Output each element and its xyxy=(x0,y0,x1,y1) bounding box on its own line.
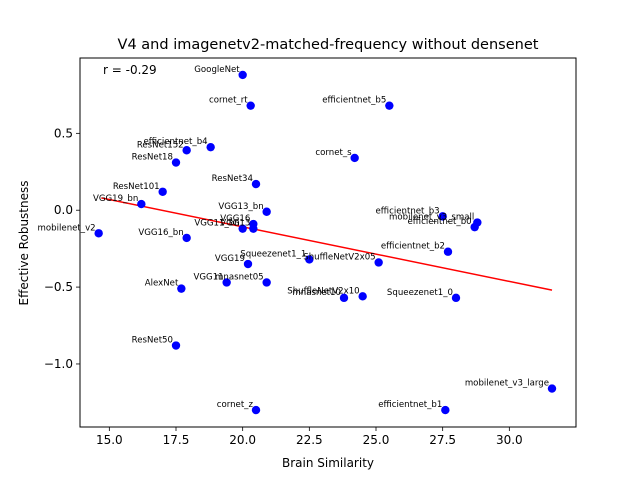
x-tick-label: 30.0 xyxy=(496,433,523,447)
point-label: efficientnet_b0 xyxy=(408,217,472,227)
point-label: mobilenet_v3_small xyxy=(389,213,474,223)
y-tick-label: 0.0 xyxy=(54,203,73,217)
data-point xyxy=(251,179,261,189)
point-label: GoogleNet xyxy=(194,65,240,75)
point-label: efficientnet_b4 xyxy=(144,137,208,147)
point-label: efficientnet_b2 xyxy=(381,242,445,252)
data-point xyxy=(246,101,255,110)
point-labels-layer: GoogleNet cornet_rt efficientnet_b5efficie… xyxy=(38,65,549,410)
y-tick-label: −0.5 xyxy=(44,280,73,294)
data-point xyxy=(470,222,479,232)
y-axis: −1.0 −0.5 0.0 0.5 xyxy=(44,126,80,371)
point-label: efficientnet_b3 xyxy=(376,206,440,216)
point-label: VGG19_bn xyxy=(93,194,138,204)
x-axis-label: Brain Similarity xyxy=(282,456,374,470)
point-label: mnasnet10 xyxy=(292,288,341,298)
data-point xyxy=(249,224,258,233)
data-point xyxy=(171,158,181,167)
point-label: VGG16_bn xyxy=(138,228,183,238)
x-tick-label: 27.5 xyxy=(429,433,456,447)
data-point xyxy=(547,384,557,393)
x-tick-label: 17.5 xyxy=(163,433,190,447)
point-label: AlexNet xyxy=(145,279,179,289)
data-point xyxy=(182,146,191,155)
point-label: mobilenet_v3_large xyxy=(465,379,549,389)
point-label: ResNet34 xyxy=(212,174,253,184)
data-point xyxy=(438,212,447,221)
data-point xyxy=(182,233,191,243)
plot-frame xyxy=(79,57,577,428)
y-tick-label: −1.0 xyxy=(44,357,73,371)
data-point xyxy=(358,292,367,301)
point-label: efficientnet_b5 xyxy=(322,96,386,106)
data-point xyxy=(238,224,247,233)
point-label: VGG11 xyxy=(194,272,224,282)
data-point xyxy=(251,405,261,415)
data-point xyxy=(94,229,103,238)
x-axis: 15.0 17.5 20.0 22.5 25.0 27.5 30.0 xyxy=(96,427,523,447)
plot-area xyxy=(79,57,577,428)
y-tick-label: 0.5 xyxy=(54,126,73,140)
point-label: ResNet18 xyxy=(132,153,173,163)
data-point xyxy=(443,247,453,256)
point-label: ResNet101 xyxy=(113,182,160,192)
point-label: VGG16 xyxy=(220,214,250,224)
data-point xyxy=(177,284,186,293)
chart-title: V4 and imagenetv2-matched-frequency with… xyxy=(118,37,539,53)
points-layer xyxy=(94,70,557,415)
point-label: Squeezenet1_0 xyxy=(387,288,453,298)
point-label: cornet_s xyxy=(315,148,352,158)
data-point xyxy=(441,405,450,415)
y-axis-label: Effective Robustness xyxy=(17,181,31,306)
point-label: ShuffleNetV2x05 xyxy=(303,252,375,262)
point-label: ResNet152 xyxy=(137,140,184,150)
data-point xyxy=(171,341,181,350)
data-point xyxy=(339,293,349,303)
data-point xyxy=(262,207,271,216)
x-tick-label: 25.0 xyxy=(363,433,390,447)
data-point xyxy=(238,70,247,80)
data-point xyxy=(158,187,167,196)
point-label: VGG13 xyxy=(220,219,250,229)
data-point xyxy=(374,258,383,267)
data-point xyxy=(206,142,215,152)
point-label: mobilenet_v2 xyxy=(38,223,96,233)
regression-line xyxy=(101,197,553,291)
data-point xyxy=(137,199,146,209)
data-point xyxy=(350,153,359,163)
point-label: ResNet50 xyxy=(132,336,173,346)
point-label: cornet_z xyxy=(217,400,254,410)
data-point xyxy=(243,259,253,269)
x-tick-label: 20.0 xyxy=(229,433,256,447)
data-point xyxy=(385,101,394,110)
data-point xyxy=(451,293,461,303)
data-point xyxy=(305,255,314,264)
point-label: ShuffleNetV2x10 xyxy=(287,286,359,296)
point-label: VGG19 xyxy=(215,254,245,264)
point-label: VGG13_bn xyxy=(218,202,263,212)
point-label: cornet_rt xyxy=(209,96,248,106)
point-label: VGG11_bn xyxy=(194,219,239,229)
point-label: mnasnet05 xyxy=(215,272,264,282)
x-tick-label: 15.0 xyxy=(96,433,123,447)
data-point xyxy=(222,278,231,287)
point-label: Squeezenet1_1 xyxy=(240,249,306,259)
x-tick-label: 22.5 xyxy=(296,433,323,447)
correlation-annotation: r = -0.29 xyxy=(103,63,157,77)
point-label: efficientnet_b1 xyxy=(378,400,442,410)
fit-line-layer xyxy=(101,197,553,291)
data-point xyxy=(262,278,271,287)
